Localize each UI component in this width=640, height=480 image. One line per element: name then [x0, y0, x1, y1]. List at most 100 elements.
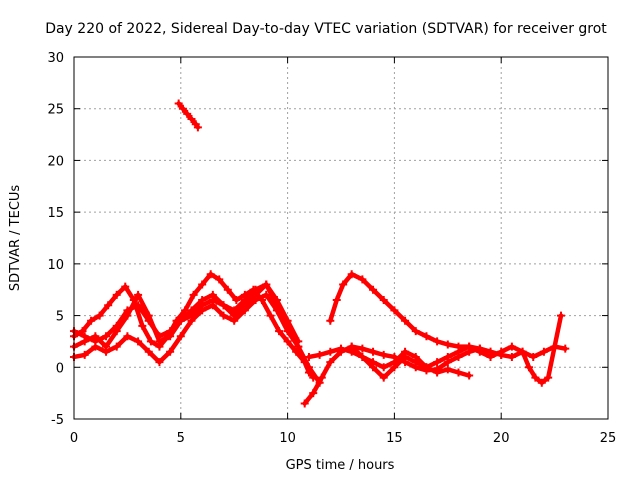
- data-point: [198, 301, 207, 310]
- data-point: [102, 347, 111, 356]
- data-point: [443, 340, 452, 349]
- data-point: [146, 337, 155, 346]
- data-point: [454, 347, 463, 356]
- x-tick-label: 5: [177, 431, 185, 446]
- data-point: [87, 316, 96, 325]
- y-tick-label: 25: [47, 103, 64, 118]
- data-point: [379, 373, 388, 382]
- data-point: [215, 275, 224, 284]
- series-track-1: [70, 270, 318, 382]
- data-point: [95, 311, 104, 320]
- data-point: [443, 352, 452, 361]
- data-point: [304, 363, 313, 372]
- data-point: [206, 270, 215, 279]
- data-point: [529, 352, 538, 361]
- data-point: [524, 363, 533, 372]
- data-point: [411, 327, 420, 336]
- data-point: [347, 342, 356, 351]
- data-point: [166, 347, 175, 356]
- data-point: [275, 327, 284, 336]
- data-series: [70, 99, 570, 408]
- axis-ticks: 0 5 10 15 20 25 -5 0 5 10 15 20 25 30: [47, 51, 616, 446]
- data-point: [283, 337, 292, 346]
- data-point: [176, 332, 185, 341]
- series-track-4: [70, 280, 303, 346]
- data-point: [187, 115, 196, 124]
- data-point: [102, 332, 111, 341]
- data-point: [219, 311, 228, 320]
- data-point: [176, 316, 185, 325]
- data-point: [230, 311, 239, 320]
- data-point: [80, 332, 89, 341]
- data-point: [283, 316, 292, 325]
- data-point: [465, 371, 474, 380]
- data-point: [401, 316, 410, 325]
- data-point: [262, 280, 271, 289]
- data-point: [134, 301, 143, 310]
- data-point: [557, 311, 566, 320]
- y-tick-label: 20: [47, 154, 64, 169]
- data-point: [454, 368, 463, 377]
- data-point: [232, 296, 241, 305]
- data-point: [486, 352, 495, 361]
- data-point: [112, 290, 121, 299]
- data-point: [390, 363, 399, 372]
- data-point: [155, 358, 164, 367]
- data-point: [198, 280, 207, 289]
- x-tick-label: 15: [386, 431, 403, 446]
- data-point: [121, 282, 130, 291]
- data-point: [155, 332, 164, 341]
- y-tick-label: 15: [47, 206, 64, 221]
- data-point: [174, 99, 183, 108]
- data-point: [347, 270, 356, 279]
- data-point: [138, 321, 147, 330]
- data-point: [315, 350, 324, 359]
- data-point: [539, 347, 548, 356]
- data-point: [465, 342, 474, 351]
- y-tick-label: 0: [56, 361, 64, 376]
- series-track-9: [174, 99, 202, 132]
- data-point: [272, 296, 281, 305]
- data-point: [112, 342, 121, 351]
- data-point: [166, 327, 175, 336]
- data-point: [251, 290, 260, 299]
- data-point: [379, 350, 388, 359]
- data-point: [518, 347, 527, 356]
- data-point: [358, 344, 367, 353]
- data-point: [443, 365, 452, 374]
- data-point: [411, 358, 420, 367]
- data-point: [358, 275, 367, 284]
- y-tick-label: 30: [47, 51, 64, 66]
- data-point: [433, 368, 442, 377]
- data-point: [223, 285, 232, 294]
- data-point: [358, 352, 367, 361]
- data-point: [300, 399, 309, 408]
- grid: [74, 57, 608, 419]
- data-point: [294, 337, 303, 346]
- data-point: [91, 337, 100, 346]
- data-point: [304, 352, 313, 361]
- series-trace: [71, 271, 316, 380]
- data-point: [369, 363, 378, 372]
- data-point: [104, 301, 113, 310]
- x-tick-label: 20: [493, 431, 510, 446]
- x-tick-label: 0: [70, 431, 78, 446]
- data-point: [433, 337, 442, 346]
- chart-title: Day 220 of 2022, Sidereal Day-to-day VTE…: [45, 21, 607, 37]
- data-point: [531, 373, 540, 382]
- data-point: [134, 337, 143, 346]
- data-point: [507, 352, 516, 361]
- data-point: [337, 344, 345, 353]
- data-point: [475, 347, 484, 356]
- x-tick-label: 10: [279, 431, 296, 446]
- data-point: [189, 290, 198, 299]
- data-point: [332, 296, 341, 305]
- plot-frame: [73, 56, 609, 420]
- data-point: [208, 296, 217, 305]
- data-point: [80, 350, 89, 359]
- data-point: [266, 311, 275, 320]
- series-trace: [71, 282, 301, 344]
- data-point: [390, 306, 399, 315]
- data-point: [369, 285, 378, 294]
